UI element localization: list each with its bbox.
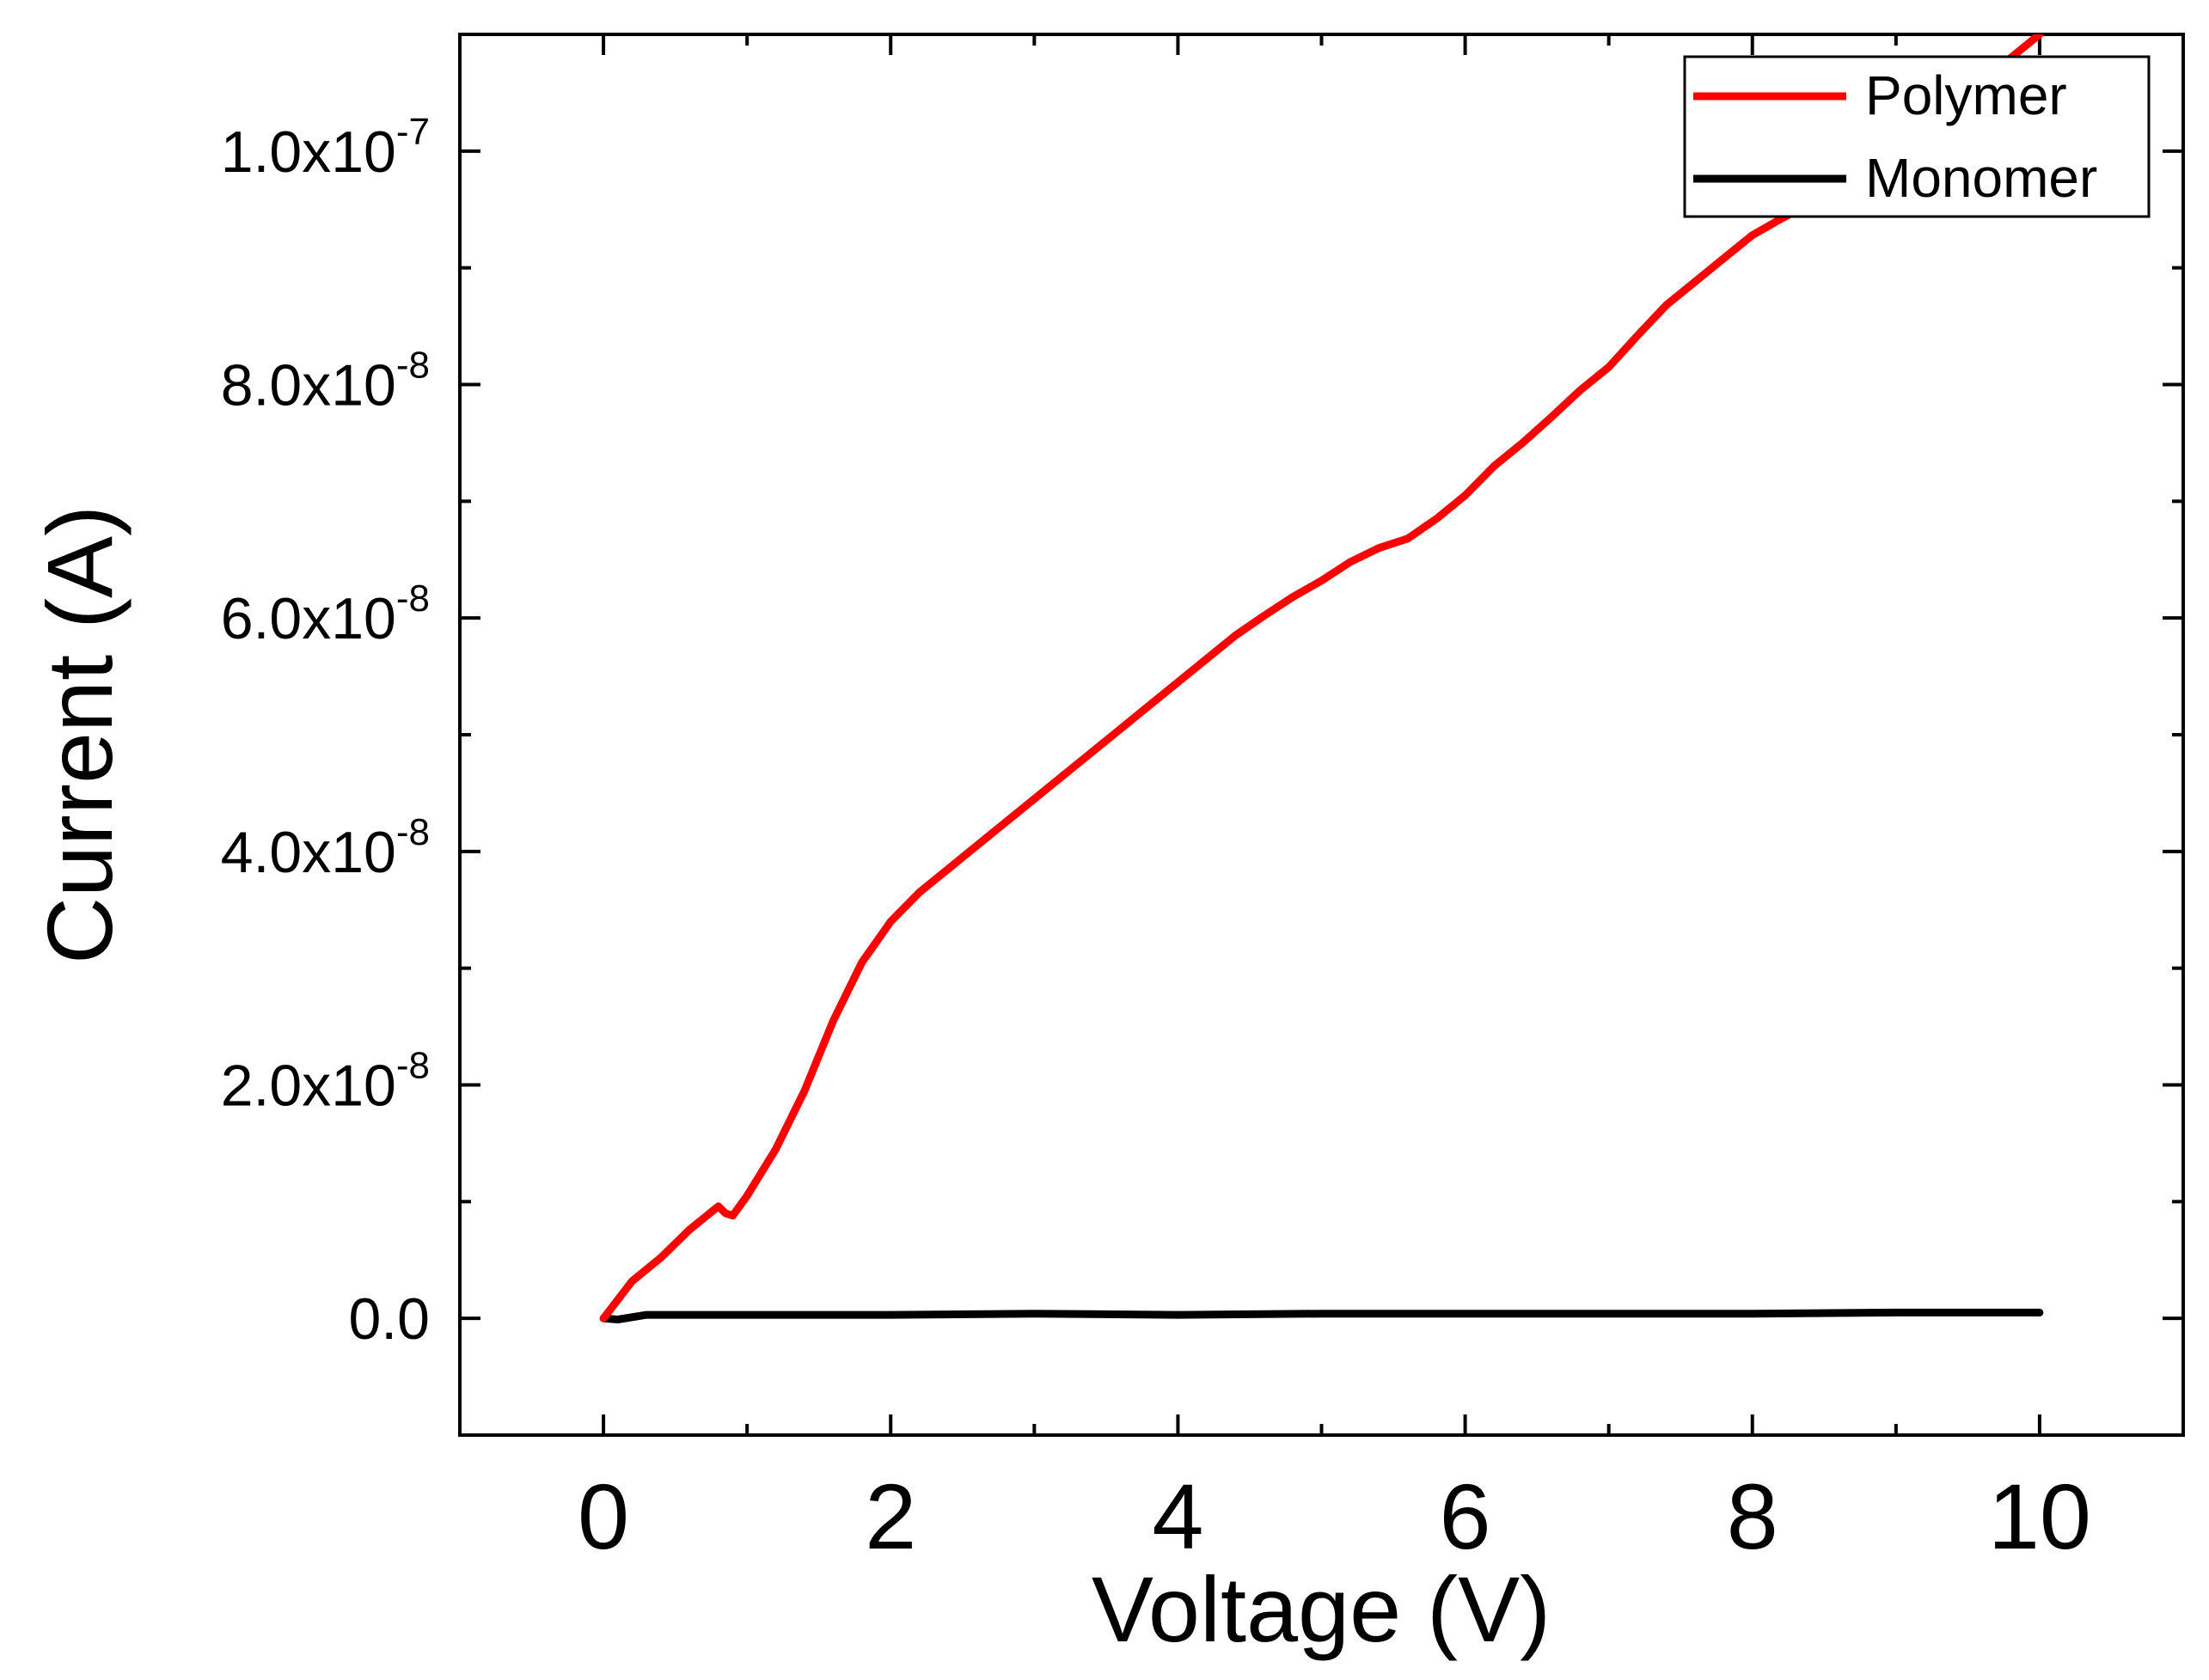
x-tick-label: 0 [578, 1464, 629, 1568]
x-tick-label: 10 [1988, 1464, 2091, 1568]
plot-frame [458, 33, 2185, 1437]
legend: Polymer Monomer [1683, 55, 2151, 218]
x-tick-label: 2 [865, 1464, 916, 1568]
y-tick-label: 8.0x10-8 [221, 345, 430, 418]
x-tick-labels: 0 2 4 6 8 10 [578, 1464, 2091, 1568]
y-tick-label: 2.0x10-8 [221, 1045, 430, 1119]
legend-label-monomer: Monomer [1865, 147, 2097, 209]
x-tick-label: 6 [1440, 1464, 1491, 1568]
series-lines [599, 34, 2044, 1323]
y-tick-label: 1.0x10-7 [221, 111, 430, 185]
legend-box [1683, 55, 2151, 218]
x-tick-label: 4 [1152, 1464, 1203, 1568]
legend-label-polymer: Polymer [1865, 64, 2067, 126]
y-tick-label: 4.0x10-8 [221, 811, 430, 885]
y-tick-labels: 0.0 2.0x10-8 4.0x10-8 6.0x10-8 8.0x10-8 1.0x1… [221, 111, 430, 1352]
series-line-polymer [599, 34, 2044, 1323]
axis-ticks [458, 33, 2185, 1437]
y-axis-label: Current (A) [28, 505, 132, 964]
x-axis-label: Voltage (V) [1092, 1557, 1551, 1661]
series-line-monomer [599, 1308, 2044, 1323]
y-tick-label: 6.0x10-8 [221, 577, 430, 651]
y-tick-label: 0.0 [348, 1286, 430, 1352]
x-tick-label: 8 [1727, 1464, 1778, 1568]
